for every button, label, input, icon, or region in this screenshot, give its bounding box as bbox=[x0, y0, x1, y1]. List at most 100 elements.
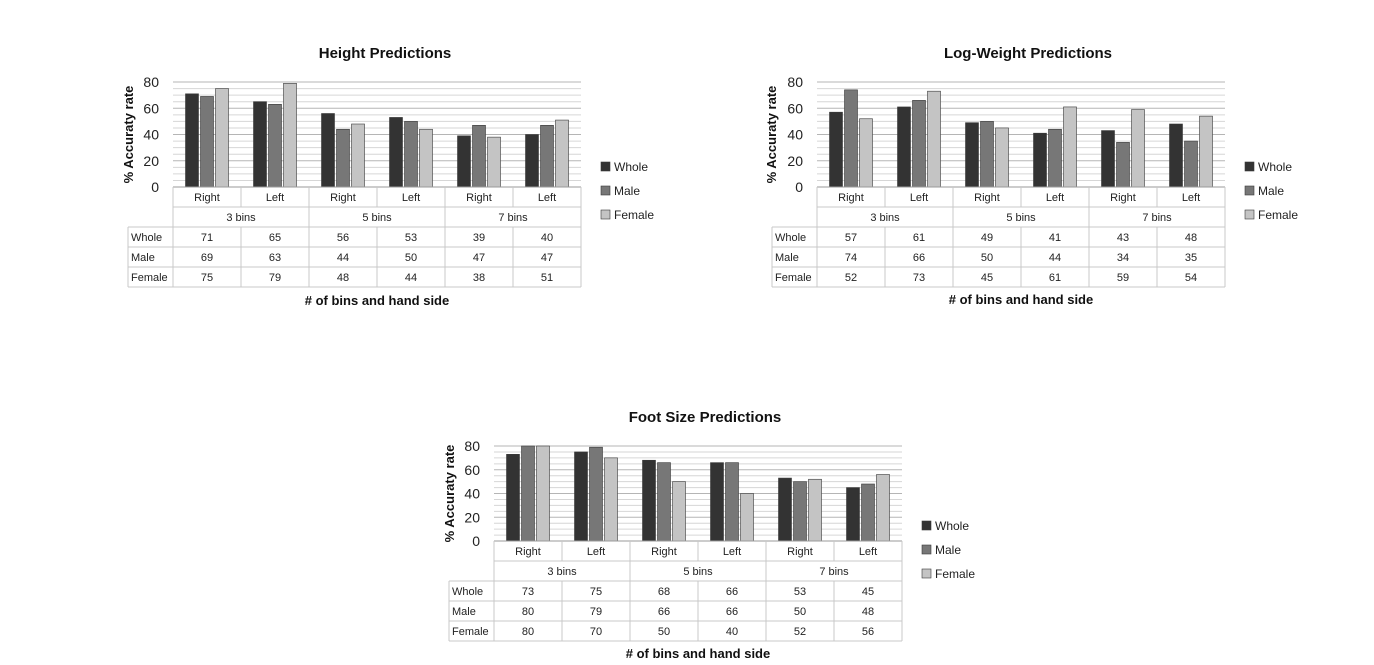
table-cell: 68 bbox=[658, 586, 670, 598]
bar-whole bbox=[321, 113, 335, 188]
bar-female bbox=[672, 481, 686, 542]
table-cell: 51 bbox=[541, 272, 553, 284]
x-axis-label: # of bins and hand side bbox=[949, 292, 1093, 307]
bar-female bbox=[927, 90, 941, 188]
bar-male bbox=[336, 128, 350, 188]
bar-female bbox=[351, 123, 365, 188]
table-cell: 54 bbox=[1185, 272, 1197, 284]
category-label: Left bbox=[538, 192, 556, 204]
y-axis-label: % Accuraty rate bbox=[764, 86, 779, 184]
bar-whole bbox=[897, 106, 911, 188]
table-cell: 66 bbox=[913, 252, 925, 264]
legend-label-whole: Whole bbox=[1258, 160, 1292, 174]
bar-male bbox=[657, 462, 671, 542]
bar-female bbox=[876, 474, 890, 542]
table-row-label: Whole bbox=[775, 232, 806, 244]
bar-male bbox=[861, 483, 875, 542]
category-label: Right bbox=[515, 546, 541, 558]
bar-whole bbox=[778, 477, 792, 542]
group-label: 3 bins bbox=[547, 566, 577, 578]
bar-female bbox=[1063, 106, 1077, 188]
category-label: Left bbox=[266, 192, 284, 204]
legend-swatch-whole bbox=[921, 520, 932, 531]
bar-male bbox=[521, 445, 535, 542]
category-label: Right bbox=[330, 192, 356, 204]
table-cell: 38 bbox=[473, 272, 485, 284]
group-label: 3 bins bbox=[226, 212, 256, 224]
bar-whole bbox=[846, 487, 860, 542]
bar-female bbox=[859, 118, 873, 188]
category-label: Left bbox=[587, 546, 605, 558]
chart-title: Height Predictions bbox=[319, 45, 452, 62]
bar-male bbox=[472, 125, 486, 188]
table-row-label: Male bbox=[452, 606, 476, 618]
bar-male bbox=[404, 121, 418, 188]
y-tick-label: 80 bbox=[143, 74, 159, 90]
bar-female bbox=[555, 119, 569, 188]
table-cell: 79 bbox=[269, 272, 281, 284]
group-label: 5 bins bbox=[683, 566, 713, 578]
bar-whole bbox=[525, 134, 539, 188]
group-label: 7 bins bbox=[1142, 212, 1172, 224]
group-label: 7 bins bbox=[498, 212, 528, 224]
bar-whole bbox=[965, 122, 979, 188]
y-axis-label: % Accuraty rate bbox=[442, 445, 457, 543]
bar-male bbox=[980, 121, 994, 188]
table-cell: 50 bbox=[794, 606, 806, 618]
bar-whole bbox=[253, 101, 267, 188]
table-cell: 74 bbox=[845, 252, 857, 264]
legend-label-male: Male bbox=[935, 543, 961, 557]
bar-male bbox=[268, 104, 282, 188]
category-label: Left bbox=[1182, 192, 1200, 204]
category-label: Right bbox=[838, 192, 864, 204]
table-row-label: Male bbox=[131, 252, 155, 264]
table-cell: 71 bbox=[201, 232, 213, 244]
table-cell: 59 bbox=[1117, 272, 1129, 284]
table-cell: 41 bbox=[1049, 232, 1061, 244]
chart-legend: Whole Male Female bbox=[1244, 160, 1298, 222]
bar-male bbox=[912, 100, 926, 188]
bar-female bbox=[740, 493, 754, 542]
legend-swatch-male bbox=[600, 185, 611, 196]
group-label: 5 bins bbox=[1006, 212, 1036, 224]
legend-swatch-whole bbox=[600, 161, 611, 172]
legend-swatch-female bbox=[1244, 209, 1255, 220]
table-cell: 66 bbox=[726, 586, 738, 598]
legend-label-male: Male bbox=[614, 184, 640, 198]
bar-male bbox=[793, 481, 807, 542]
bar-male bbox=[200, 96, 214, 188]
legend-label-female: Female bbox=[935, 567, 975, 581]
table-cell: 49 bbox=[981, 232, 993, 244]
table-cell: 61 bbox=[1049, 272, 1061, 284]
x-axis-label: # of bins and hand side bbox=[305, 293, 449, 308]
y-tick-label: 80 bbox=[787, 74, 803, 90]
bar-whole bbox=[574, 451, 588, 542]
bar-male bbox=[844, 89, 858, 188]
table-cell: 75 bbox=[590, 586, 602, 598]
table-cell: 47 bbox=[541, 252, 553, 264]
table-cell: 66 bbox=[726, 606, 738, 618]
chart-title: Foot Size Predictions bbox=[629, 409, 782, 426]
group-label: 7 bins bbox=[819, 566, 849, 578]
bar-whole bbox=[506, 454, 520, 542]
category-label: Right bbox=[466, 192, 492, 204]
category-label: Left bbox=[723, 546, 741, 558]
table-cell: 47 bbox=[473, 252, 485, 264]
bar-whole bbox=[1033, 132, 1047, 188]
table-cell: 45 bbox=[981, 272, 993, 284]
y-tick-label: 0 bbox=[151, 179, 159, 195]
legend-swatch-female bbox=[921, 568, 932, 579]
legend-label-whole: Whole bbox=[614, 160, 648, 174]
legend-swatch-female bbox=[600, 209, 611, 220]
category-label: Right bbox=[974, 192, 1000, 204]
y-tick-label: 20 bbox=[787, 153, 803, 169]
y-tick-label: 40 bbox=[464, 486, 480, 502]
table-cell: 50 bbox=[405, 252, 417, 264]
y-tick-label: 40 bbox=[143, 127, 159, 143]
legend-label-female: Female bbox=[614, 208, 654, 222]
table-cell: 48 bbox=[862, 606, 874, 618]
x-axis-label: # of bins and hand side bbox=[626, 646, 770, 661]
table-cell: 40 bbox=[541, 232, 553, 244]
bar-female bbox=[1131, 109, 1145, 188]
